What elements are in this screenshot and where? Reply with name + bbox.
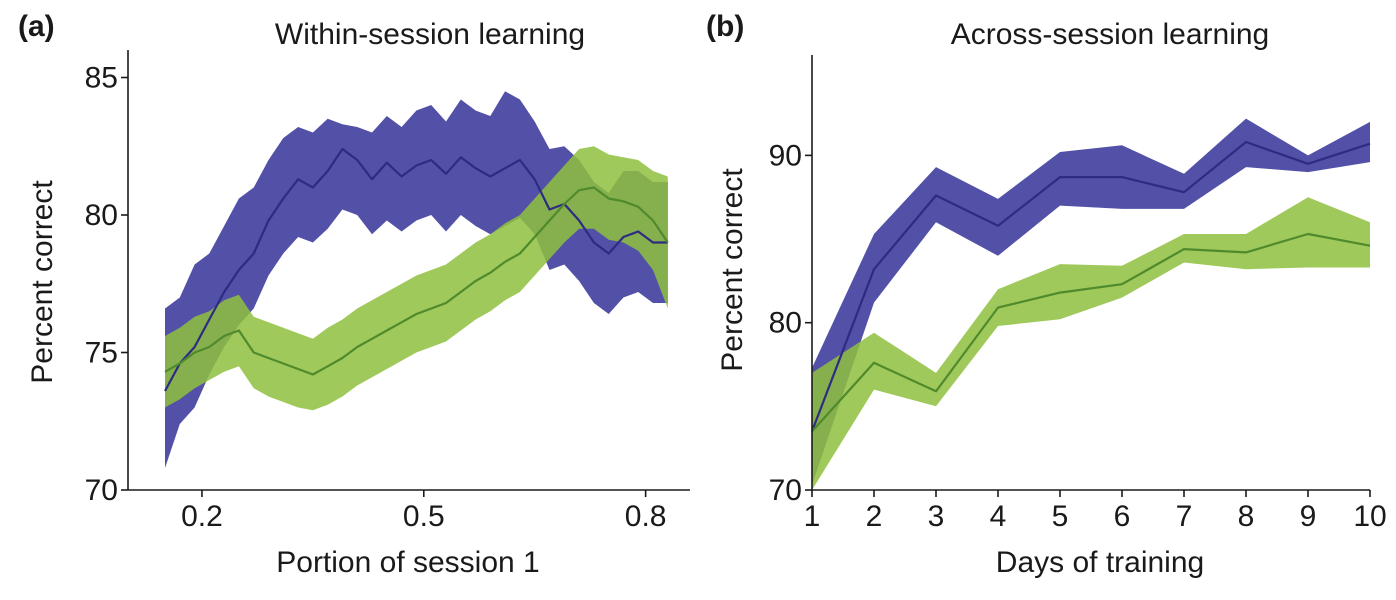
panel-b-plot: 70 80 90 1 2 3 4 5 6 7 8 9 10 xyxy=(769,55,1387,533)
panel-b-x-tick-label: 3 xyxy=(928,500,945,533)
panel-b-ylabel: Percent correct xyxy=(716,168,749,372)
panel-b-title: Across-session learning xyxy=(951,18,1269,51)
panel-a-green-line xyxy=(164,186,669,376)
panel-a-blue-band xyxy=(165,91,668,469)
panel-a-x-tick-label: 0.5 xyxy=(403,500,445,533)
panel-a-y-tick-label: 75 xyxy=(85,337,118,370)
panel-b-green-line xyxy=(811,232,1371,433)
panel-b-green-band xyxy=(812,197,1370,490)
panel-b-blue-line xyxy=(810,140,1371,432)
panel-b-blue-band xyxy=(812,118,1370,485)
panel-b-x-tick-label: 10 xyxy=(1353,500,1386,533)
panel-a-xlabel: Portion of session 1 xyxy=(276,546,539,579)
panel-b-x-tick-label: 8 xyxy=(1238,500,1255,533)
panel-b-x-tick-label: 9 xyxy=(1300,500,1317,533)
panel-a-ylabel: Percent correct xyxy=(26,180,59,384)
panel-b-x-tick-label: 4 xyxy=(990,500,1007,533)
panel-a-plot: 70 75 80 85 0.2 0.5 0.8 xyxy=(85,50,690,533)
panel-a-green-band xyxy=(165,146,668,411)
panel-b-x-tick-label: 2 xyxy=(866,500,883,533)
panel-b-x-tick-label: 5 xyxy=(1052,500,1069,533)
panel-b-label: (b) xyxy=(706,10,744,43)
panel-b-y-tick-label: 70 xyxy=(769,474,802,507)
panel-b-xlabel: Days of training xyxy=(996,546,1204,579)
panel-a-blue-line xyxy=(164,147,668,392)
panel-a-x-tick-label: 0.2 xyxy=(181,500,223,533)
panel-a-title: Within-session learning xyxy=(275,18,585,51)
panel-a-x-tick-label: 0.8 xyxy=(625,500,667,533)
panel-a-y-tick-label: 70 xyxy=(85,474,118,507)
panel-a-label: (a) xyxy=(18,10,55,43)
panel-b-x-tick-label: 6 xyxy=(1114,500,1131,533)
panel-a-y-tick-label: 80 xyxy=(85,199,118,232)
panel-b-x-tick-label: 7 xyxy=(1176,500,1193,533)
panel-b-y-tick-label: 90 xyxy=(769,139,802,172)
panel-b-y-tick-label: 80 xyxy=(769,307,802,340)
panel-a-y-tick-label: 85 xyxy=(85,62,118,95)
panel-b-x-tick-label: 1 xyxy=(804,500,821,533)
